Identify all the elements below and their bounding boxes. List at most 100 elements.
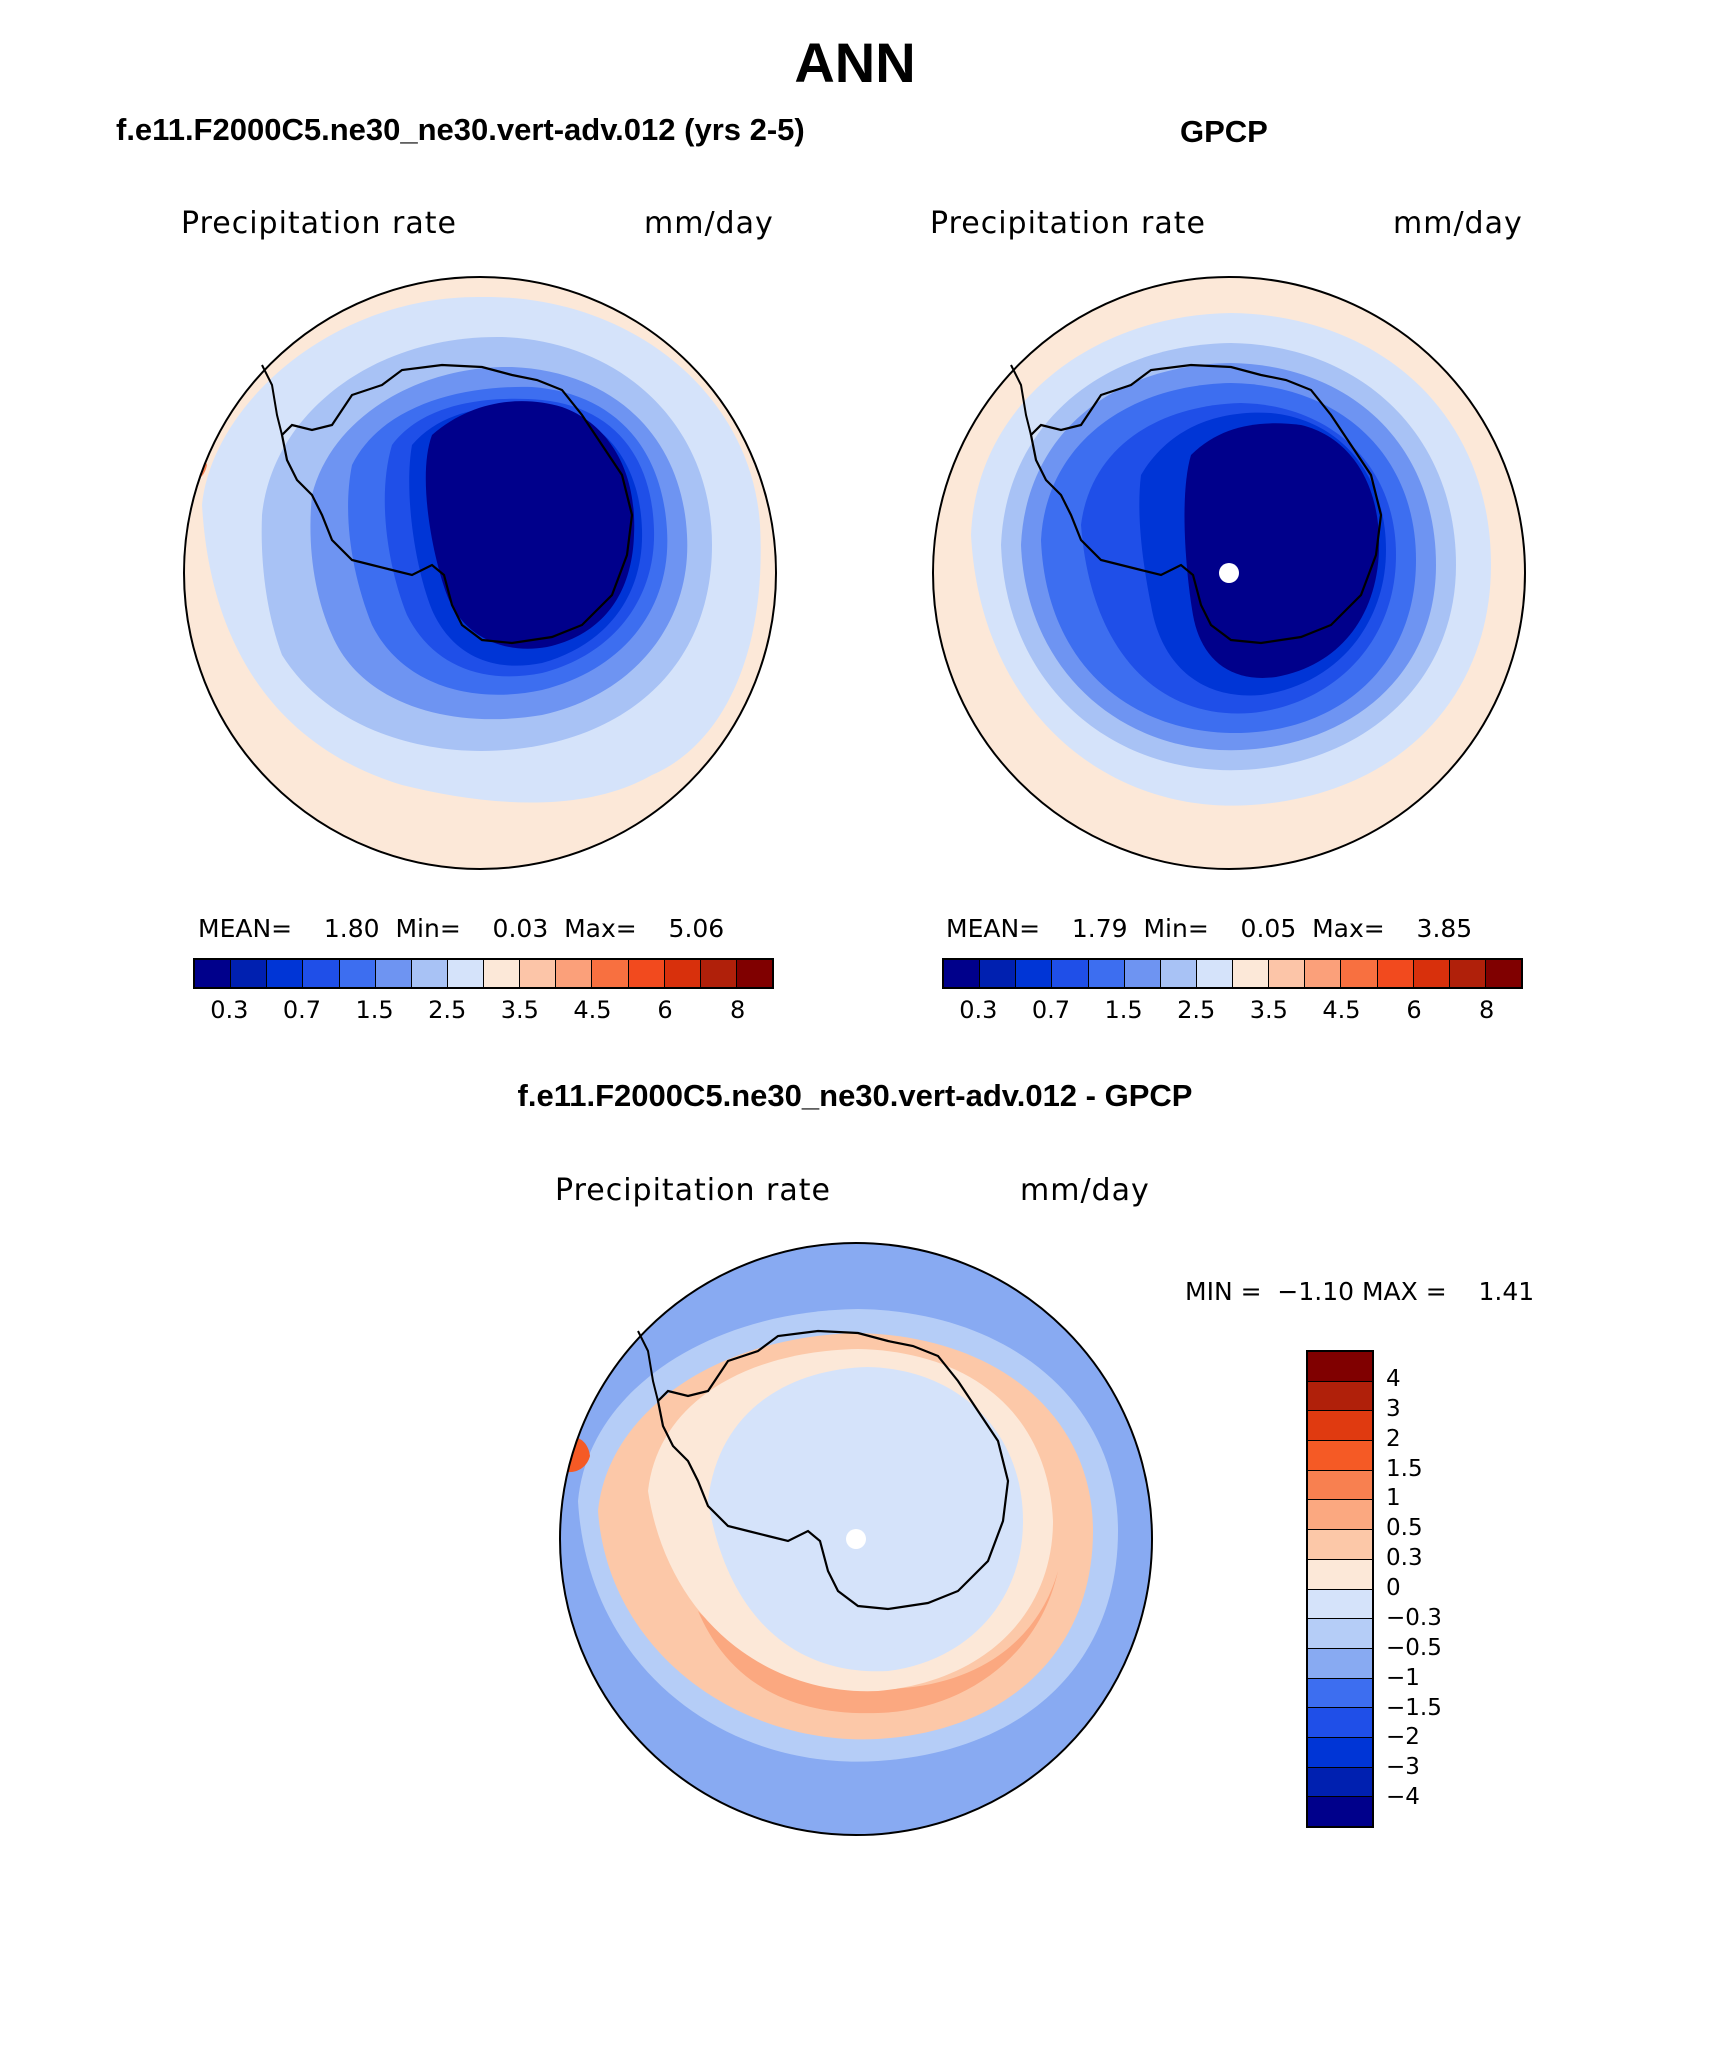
obs-colorbar <box>942 958 1523 989</box>
model-colorbar <box>193 958 774 989</box>
model-colorbar-swatch <box>339 960 376 987</box>
diff-units-label: mm/day <box>1020 1173 1150 1208</box>
obs-colorbar-swatch <box>1305 960 1342 987</box>
diff-peninsula-outline <box>637 1330 659 1402</box>
model-colorbar-swatch <box>411 960 448 987</box>
obs-colorbar-swatch <box>1196 960 1233 987</box>
diff-variable-label: Precipitation rate <box>555 1173 831 1208</box>
obs-colorbar-tick-label: 4.5 <box>1322 996 1361 1024</box>
diff-colorbar-swatch <box>1308 1381 1372 1412</box>
diff-colorbar-swatch <box>1308 1619 1372 1649</box>
diff-colorbar-tick-label: −0.3 <box>1386 1604 1442 1631</box>
diff-colorbar-tick-label: 1.5 <box>1386 1455 1423 1482</box>
model-map-border <box>183 276 777 870</box>
obs-colorbar-tick-label: 3.5 <box>1249 996 1288 1024</box>
model-colorbar-swatch <box>556 960 593 987</box>
diff-colorbar-ticks: 4 3 2 1.5 1 0.5 0.3 0 −0.3 −0.5 −1 −1.5 −2 −3 −4 <box>1386 1350 1486 1828</box>
obs-antarctica-coastline <box>1029 363 1383 645</box>
model-colorbar-swatch <box>664 960 701 987</box>
obs-map-border <box>932 276 1526 870</box>
obs-peninsula-outline <box>1010 364 1032 436</box>
model-colorbar-swatch <box>195 960 232 987</box>
model-polar-map <box>183 276 777 870</box>
diff-colorbar-swatch <box>1308 1470 1372 1501</box>
diff-colorbar-swatch <box>1308 1441 1372 1471</box>
diff-colorbar-swatch <box>1308 1797 1372 1826</box>
diff-colorbar-tick-label: 1 <box>1386 1485 1401 1512</box>
obs-colorbar-swatch <box>1160 960 1197 987</box>
model-colorbar-tick-label: 1.5 <box>355 996 394 1024</box>
model-colorbar-swatch <box>267 960 304 987</box>
model-colorbar-swatch <box>592 960 629 987</box>
diff-colorbar-tick-label: 2 <box>1386 1425 1401 1452</box>
obs-colorbar-swatch <box>1341 960 1378 987</box>
obs-zone-7 <box>1184 423 1380 678</box>
obs-colorbar-swatch <box>1413 960 1450 987</box>
diff-colorbar-swatch <box>1308 1767 1372 1798</box>
obs-colorbar-ticks: 0.3 0.7 1.5 2.5 3.5 4.5 6 8 <box>942 996 1523 1026</box>
diff-colorbar-tick-label: −3 <box>1386 1754 1420 1781</box>
diff-polar-map <box>559 1242 1153 1836</box>
obs-colorbar-tick-label: 2.5 <box>1177 996 1216 1024</box>
model-peninsula-outline <box>261 364 283 436</box>
obs-colorbar-tick-label: 1.5 <box>1104 996 1143 1024</box>
diff-colorbar <box>1306 1350 1374 1828</box>
diff-colorbar-tick-label: −1 <box>1386 1664 1420 1691</box>
obs-colorbar-swatch <box>944 960 981 987</box>
model-zone-7 <box>425 401 635 649</box>
model-colorbar-swatch <box>447 960 484 987</box>
diff-stats: MIN = −1.10 MAX = 1.41 <box>1185 1277 1535 1306</box>
diff-map-border <box>559 1242 1153 1836</box>
model-colorbar-ticks: 0.3 0.7 1.5 2.5 3.5 4.5 6 8 <box>193 996 774 1026</box>
model-colorbar-tick-label: 4.5 <box>573 996 612 1024</box>
diff-colorbar-tick-label: −4 <box>1386 1784 1420 1811</box>
obs-colorbar-swatch <box>1449 960 1486 987</box>
diff-colorbar-swatch <box>1308 1500 1372 1531</box>
obs-colorbar-tick-label: 6 <box>1406 996 1422 1024</box>
model-colorbar-swatch <box>700 960 737 987</box>
diff-colorbar-swatch <box>1308 1737 1372 1768</box>
model-colorbar-tick-label: 2.5 <box>428 996 467 1024</box>
diff-pole-marker <box>846 1529 866 1549</box>
diff-colorbar-tick-label: 0.3 <box>1386 1545 1423 1572</box>
diff-zone-6 <box>757 1392 998 1650</box>
model-antarctica-coastline <box>280 363 634 645</box>
model-colorbar-swatch <box>736 960 772 987</box>
diff-colorbar-swatch <box>1308 1589 1372 1620</box>
obs-colorbar-swatch <box>1485 960 1521 987</box>
diff-colorbar-swatch <box>1308 1530 1372 1560</box>
diff-colorbar-tick-label: −1.5 <box>1386 1694 1442 1721</box>
diff-colorbar-swatch <box>1308 1352 1372 1382</box>
obs-colorbar-swatch <box>1016 960 1053 987</box>
obs-colorbar-swatch <box>1124 960 1161 987</box>
model-colorbar-swatch <box>520 960 557 987</box>
model-colorbar-swatch <box>231 960 268 987</box>
model-subtitle: f.e11.F2000C5.ne30_ne30.vert-adv.012 (yr… <box>116 112 805 147</box>
diff-colorbar-tick-label: −0.5 <box>1386 1634 1442 1661</box>
model-colorbar-tick-label: 6 <box>657 996 673 1024</box>
obs-colorbar-tick-label: 0.3 <box>959 996 998 1024</box>
obs-colorbar-swatch <box>1052 960 1089 987</box>
obs-stats: MEAN= 1.79 Min= 0.05 Max= 3.85 <box>946 914 1473 943</box>
obs-colorbar-swatch <box>1269 960 1306 987</box>
model-stats: MEAN= 1.80 Min= 0.03 Max= 5.06 <box>198 914 725 943</box>
model-colorbar-swatch <box>628 960 665 987</box>
diff-colorbar-swatch <box>1308 1678 1372 1709</box>
diff-subtitle: f.e11.F2000C5.ne30_ne30.vert-adv.012 - G… <box>517 1078 1193 1113</box>
model-colorbar-swatch <box>375 960 412 987</box>
model-colorbar-tick-label: 0.3 <box>210 996 249 1024</box>
obs-colorbar-swatch <box>1377 960 1414 987</box>
model-colorbar-swatch <box>303 960 340 987</box>
diff-colorbar-swatch <box>1308 1411 1372 1442</box>
model-colorbar-swatch <box>484 960 521 987</box>
obs-variable-label: Precipitation rate <box>930 206 1206 241</box>
diff-colorbar-swatch <box>1308 1559 1372 1590</box>
diff-antarctica-coastline <box>656 1329 1010 1611</box>
obs-colorbar-swatch <box>980 960 1017 987</box>
obs-polar-map <box>932 276 1526 870</box>
diff-colorbar-tick-label: 3 <box>1386 1395 1401 1422</box>
model-units-label: mm/day <box>644 206 774 241</box>
obs-colorbar-swatch <box>1088 960 1125 987</box>
model-colorbar-tick-label: 8 <box>730 996 746 1024</box>
model-variable-label: Precipitation rate <box>181 206 457 241</box>
